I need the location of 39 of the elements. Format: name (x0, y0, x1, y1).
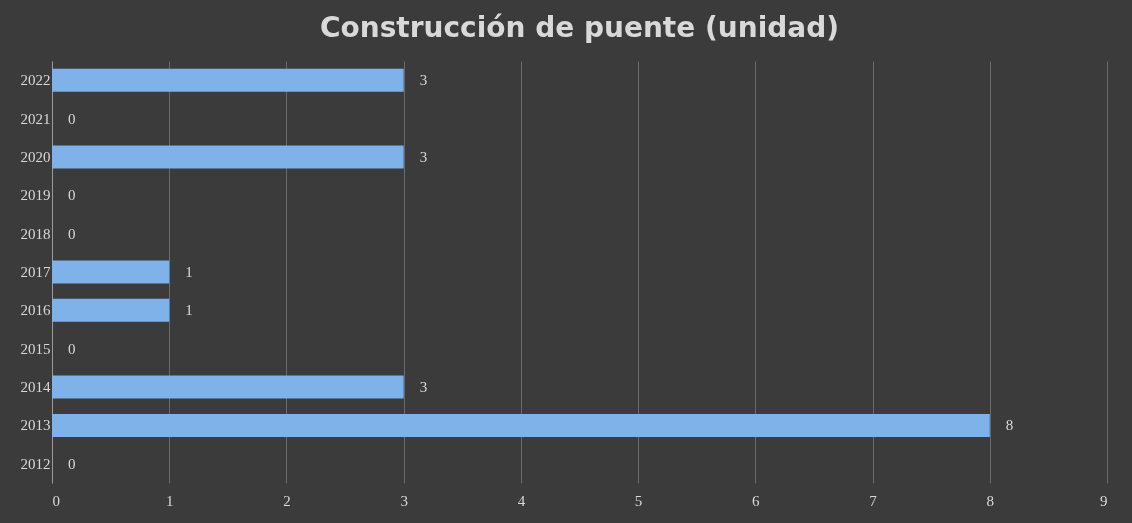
x-tick-label: 2 (283, 492, 291, 509)
y-tick-label: 2015 (20, 340, 51, 357)
x-tick-label: 8 (986, 492, 995, 509)
x-tick-label: 7 (869, 492, 878, 509)
x-tick-label: 9 (1100, 492, 1108, 509)
bar (52, 68, 404, 92)
data-label: 0 (68, 340, 76, 357)
data-label: 0 (68, 455, 76, 472)
x-tick-label: 6 (752, 492, 761, 509)
y-tick-label: 2013 (20, 417, 51, 434)
y-tick-label: 2019 (20, 187, 51, 204)
x-tick-label: 3 (400, 492, 408, 509)
y-tick-label: 2012 (20, 455, 51, 472)
y-tick-label: 2018 (20, 225, 51, 242)
bar (52, 298, 170, 322)
x-tick-label: 1 (165, 492, 174, 509)
data-label: 0 (68, 110, 76, 127)
bar (52, 260, 170, 284)
chart-title: Construcción de puente (unidad) (319, 11, 840, 44)
bar (52, 413, 990, 437)
y-tick-label: 2022 (20, 72, 51, 89)
y-tick-label: 2016 (20, 302, 51, 319)
y-tick-label: 2020 (20, 148, 51, 165)
y-tick-label: 2017 (20, 264, 51, 280)
x-tick-label: 0 (52, 492, 60, 509)
data-label: 3 (419, 379, 428, 396)
data-label: 1 (185, 264, 193, 280)
data-label: 0 (68, 187, 76, 204)
bar (52, 145, 404, 169)
data-label: 1 (185, 302, 193, 319)
data-label: 0 (68, 225, 76, 242)
data-label: 3 (419, 148, 428, 165)
y-tick-label: 2014 (20, 379, 51, 396)
data-label: 8 (1005, 417, 1014, 434)
bar (52, 375, 404, 399)
data-label: 3 (419, 72, 428, 89)
y-tick-label: 2021 (20, 110, 51, 127)
x-tick-label: 5 (634, 492, 643, 509)
x-tick-label: 4 (517, 492, 526, 509)
